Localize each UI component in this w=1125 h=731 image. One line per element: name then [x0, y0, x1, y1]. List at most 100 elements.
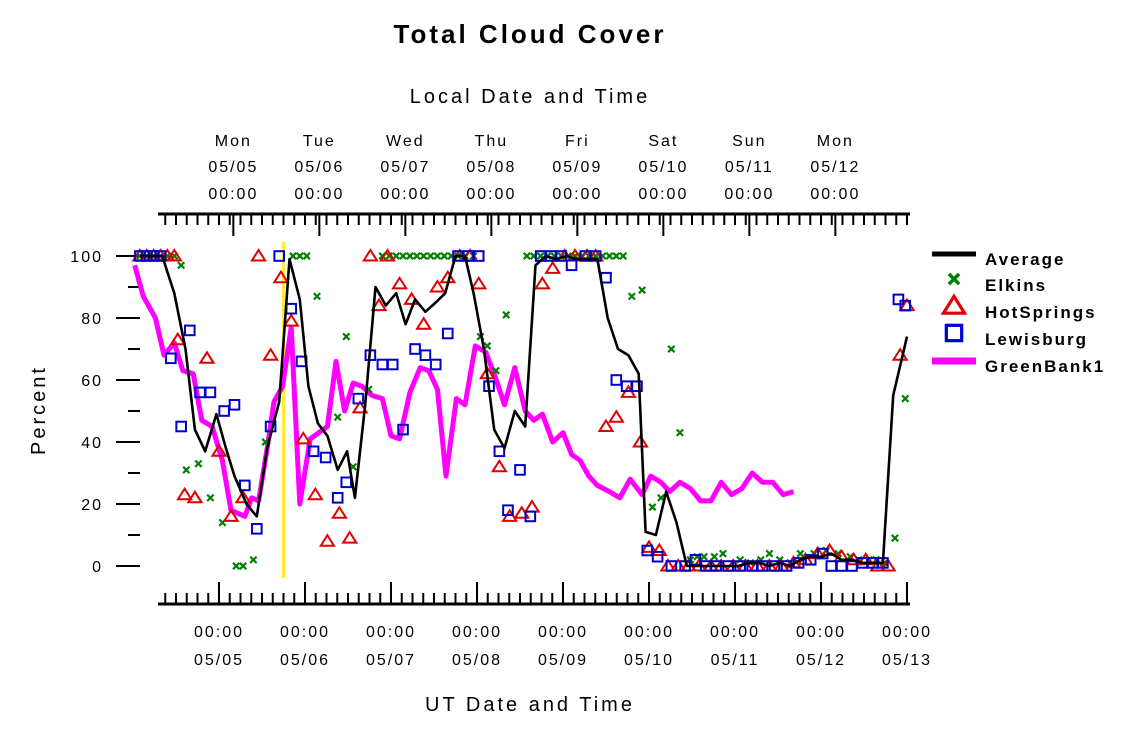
- hotsprings-point: [379, 248, 396, 262]
- lewisburg-point: [376, 358, 389, 371]
- lewisburg-point: [610, 374, 623, 386]
- bottom-tick-time-label: 00:00: [624, 624, 674, 641]
- lewisburg-point: [825, 560, 838, 572]
- elkins-point: [619, 252, 628, 260]
- top-tick-day-label: Fri: [565, 133, 590, 150]
- hotsprings-point: [544, 260, 562, 274]
- lewisburg-point: [429, 358, 442, 371]
- bottom-tick-time-label: 00:00: [538, 624, 588, 641]
- elkins-point: [342, 332, 351, 341]
- elkins-point: [385, 252, 394, 260]
- hotsprings-point: [361, 248, 379, 262]
- greenbank1-series-line: [132, 264, 795, 519]
- lewisburg-point: [493, 445, 506, 458]
- elkins-point: [412, 252, 421, 260]
- hotsprings-point: [391, 276, 409, 290]
- lewisburg-point: [665, 560, 678, 572]
- elkins-point: [440, 252, 449, 260]
- legend-hotsprings-label: HotSprings: [985, 303, 1097, 322]
- hotsprings-point: [282, 313, 300, 327]
- legend-lewisburg-swatch: [944, 323, 964, 343]
- lewisburg-point: [204, 386, 217, 399]
- elkins-point: [612, 252, 621, 260]
- lewisburg-point: [183, 324, 196, 337]
- legend-hotsprings-swatch: [940, 293, 968, 315]
- elkins-point: [295, 252, 304, 260]
- elkins-point: [901, 394, 910, 403]
- bottom-tick-date-label: 05/05: [194, 652, 244, 669]
- elkins-point: [638, 286, 647, 295]
- bottom-tick-time-label: 00:00: [796, 624, 846, 641]
- bottom-tick-date-label: 05/13: [882, 652, 932, 669]
- elkins-point: [627, 292, 636, 301]
- hotsprings-point: [429, 279, 446, 293]
- hotsprings-point: [234, 489, 252, 504]
- elkins-point: [405, 252, 414, 260]
- top-tick-date-label: 05/07: [380, 159, 430, 176]
- elkins-point: [288, 252, 297, 260]
- lewisburg-point: [600, 271, 612, 284]
- hotsprings-point: [198, 350, 216, 364]
- lewisburg-point: [352, 392, 365, 405]
- hotsprings-point: [351, 400, 369, 414]
- top-tick-time-label: 00:00: [208, 186, 258, 203]
- bottom-tick-time-label: 00:00: [882, 624, 932, 641]
- lewisburg-point: [899, 299, 912, 312]
- bottom-tick-date-label: 05/07: [366, 652, 416, 669]
- lewisburg-point: [835, 560, 848, 572]
- bottom-tick-time-label: 00:00: [280, 624, 330, 641]
- lewisburg-point: [689, 554, 702, 566]
- top-tick-time-label: 00:00: [552, 186, 602, 203]
- elkins-point: [796, 549, 805, 558]
- bottom-tick-date-label: 05/10: [624, 652, 674, 669]
- hotsprings-point: [415, 316, 433, 330]
- legend-elkins-label: Elkins: [985, 276, 1047, 295]
- bottom-tick-time-label: 00:00: [366, 624, 416, 641]
- y-axis-title: Percent: [28, 365, 50, 455]
- hotsprings-point: [607, 409, 625, 423]
- bottom-tick-time-label: 00:00: [710, 624, 760, 641]
- hotsprings-point: [669, 558, 687, 572]
- bottom-tick-date-label: 05/06: [280, 652, 330, 669]
- lewisburg-point: [472, 250, 485, 262]
- y-tick-label: 0: [92, 559, 103, 576]
- legend-average-label: Average: [985, 250, 1065, 269]
- elkins-point: [392, 252, 401, 260]
- top-tick-date-label: 05/09: [552, 159, 602, 176]
- elkins-point: [433, 252, 442, 260]
- y-tick-label: 100: [70, 249, 103, 266]
- lewisburg-point: [565, 259, 578, 272]
- elkins-point: [194, 459, 203, 468]
- y-tick-label: 40: [81, 435, 103, 452]
- elkins-point: [648, 503, 657, 512]
- hotsprings-point: [597, 418, 615, 432]
- hotsprings-point: [306, 486, 324, 501]
- elkins-point: [426, 252, 435, 260]
- lewisburg-point: [631, 380, 643, 392]
- lewisburg-point: [165, 352, 177, 365]
- bottom-tick-date-label: 05/12: [796, 652, 846, 669]
- hotsprings-point: [165, 248, 183, 262]
- lewisburg-point: [892, 293, 905, 306]
- hotsprings-point: [176, 486, 194, 501]
- hotsprings-point: [169, 331, 187, 346]
- elkins-point: [502, 310, 511, 319]
- elkins-point: [333, 413, 342, 422]
- lewisburg-point: [251, 523, 263, 535]
- top-tick-date-label: 05/06: [294, 159, 344, 176]
- elkins-point: [491, 366, 500, 375]
- hotsprings-point: [650, 542, 668, 556]
- elkins-point: [232, 562, 241, 570]
- top-tick-time-label: 00:00: [294, 186, 344, 203]
- top-tick-date-label: 05/11: [725, 159, 774, 176]
- y-tick-label: 80: [81, 311, 103, 328]
- top-tick-day-label: Tue: [303, 133, 336, 150]
- lewisburg-point: [641, 544, 654, 557]
- lewisburg-point: [524, 510, 537, 523]
- lewisburg-point: [502, 504, 514, 516]
- lewisburg-point: [804, 554, 817, 566]
- top-tick-date-label: 05/10: [638, 159, 688, 176]
- elkins-point: [522, 252, 531, 260]
- hotsprings-point: [222, 508, 240, 522]
